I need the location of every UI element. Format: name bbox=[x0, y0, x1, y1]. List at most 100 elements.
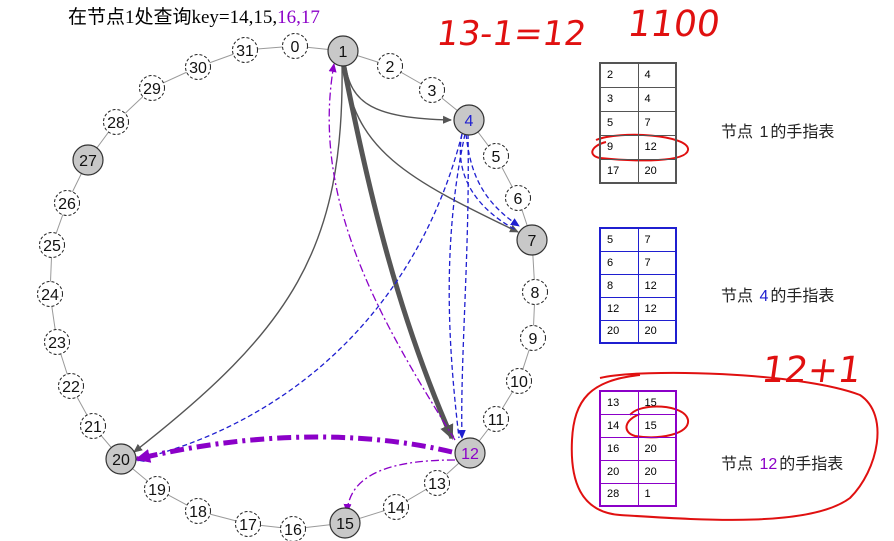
node-7: 7 bbox=[516, 224, 548, 256]
node-label: 9 bbox=[529, 331, 538, 348]
caption-num: 1 bbox=[759, 124, 769, 141]
ring-nodes: 0235689101113141617181921222324252628293… bbox=[37, 33, 548, 541]
node-circle bbox=[232, 37, 258, 63]
node-21: 21 bbox=[80, 413, 106, 439]
node-27: 27 bbox=[72, 144, 104, 176]
node-label: 25 bbox=[43, 238, 61, 255]
node4-fingers bbox=[135, 133, 520, 462]
node-2: 2 bbox=[377, 53, 403, 79]
node-circle bbox=[144, 476, 170, 502]
node-label: 2 bbox=[386, 59, 395, 76]
node-label: 30 bbox=[189, 60, 207, 77]
caption-suffix: 的手指表 bbox=[770, 288, 835, 305]
node-14: 14 bbox=[383, 494, 409, 520]
caption-node12: 节点 12 的手指表 bbox=[721, 450, 843, 474]
caption-num: 12 bbox=[759, 456, 778, 473]
node-20: 20 bbox=[105, 443, 137, 475]
finger-table-node4: 5 7 6 7 8 12 12 12 20 20 bbox=[599, 227, 677, 344]
node-31: 31 bbox=[232, 37, 258, 63]
node-circle bbox=[280, 516, 306, 541]
node1-fingers bbox=[133, 61, 519, 453]
node-1: 1 bbox=[327, 35, 359, 67]
node-18: 18 bbox=[185, 498, 211, 524]
node-23: 23 bbox=[44, 329, 70, 355]
node-circle bbox=[377, 53, 403, 79]
arrow-1-to-12 bbox=[340, 61, 455, 440]
finger-successor-cell: 12 bbox=[637, 273, 677, 298]
node-label: 1 bbox=[339, 44, 348, 61]
node-circle bbox=[72, 144, 104, 176]
finger-successor-cell: 12 bbox=[637, 296, 677, 321]
finger-start-cell: 6 bbox=[599, 250, 639, 275]
node-label: 28 bbox=[107, 115, 125, 132]
node-label: 3 bbox=[428, 83, 437, 100]
finger-successor-cell: 15 bbox=[637, 413, 677, 438]
node-26: 26 bbox=[54, 190, 80, 216]
node-label: 15 bbox=[336, 516, 354, 533]
node-circle bbox=[506, 368, 532, 394]
node-circle bbox=[522, 279, 548, 305]
page-title: 在节点1处查询key=14,15,16,17 bbox=[68, 2, 320, 29]
node-3: 3 bbox=[419, 77, 445, 103]
finger-start-cell: 12 bbox=[599, 296, 639, 321]
finger-start-cell: 9 bbox=[599, 134, 639, 160]
node-circle bbox=[419, 77, 445, 103]
node-label: 12 bbox=[461, 446, 479, 463]
handwriting-equation: 13-1=12 bbox=[434, 14, 589, 54]
node-label: 4 bbox=[465, 113, 474, 130]
table-row: 12 12 bbox=[599, 296, 677, 321]
table-row: 16 20 bbox=[599, 436, 677, 461]
node-circle bbox=[383, 494, 409, 520]
caption-suffix: 的手指表 bbox=[770, 124, 835, 141]
node-17: 17 bbox=[235, 511, 261, 537]
node-label: 18 bbox=[189, 504, 207, 521]
caption-node1: 节点 1 的手指表 bbox=[721, 118, 834, 142]
arrow-1-to-20 bbox=[133, 61, 343, 453]
node-30: 30 bbox=[185, 54, 211, 80]
node-circle bbox=[185, 498, 211, 524]
node-circle bbox=[516, 224, 548, 256]
node-label: 5 bbox=[492, 149, 501, 166]
node-label: 10 bbox=[510, 374, 528, 391]
finger-start-cell: 14 bbox=[599, 413, 639, 438]
node-circle bbox=[58, 373, 84, 399]
node-label: 13 bbox=[428, 476, 446, 493]
finger-start-cell: 16 bbox=[599, 436, 639, 461]
finger-successor-cell: 7 bbox=[637, 110, 677, 136]
node-circle bbox=[105, 443, 137, 475]
node-circle bbox=[44, 329, 70, 355]
red-loop-table12 bbox=[570, 371, 879, 521]
finger-successor-cell: 1 bbox=[637, 482, 677, 507]
node-0: 0 bbox=[282, 33, 308, 59]
finger-successor-cell: 4 bbox=[637, 62, 677, 88]
table-row: 9 12 bbox=[599, 134, 677, 160]
node-circle bbox=[185, 54, 211, 80]
node-circle bbox=[80, 413, 106, 439]
node-circle bbox=[483, 406, 509, 432]
finger-successor-cell: 20 bbox=[637, 319, 677, 344]
node-circle bbox=[483, 143, 509, 169]
node-circle bbox=[103, 109, 129, 135]
node-8: 8 bbox=[522, 279, 548, 305]
node-4: 4 bbox=[453, 104, 485, 136]
node-15: 15 bbox=[329, 507, 361, 539]
finger-successor-cell: 20 bbox=[637, 158, 677, 184]
finger-start-cell: 8 bbox=[599, 273, 639, 298]
node-circle bbox=[327, 35, 359, 67]
node-label: 16 bbox=[284, 522, 302, 539]
node-circle bbox=[520, 325, 546, 351]
finger-successor-cell: 12 bbox=[637, 134, 677, 160]
finger-successor-cell: 7 bbox=[637, 227, 677, 252]
caption-num: 4 bbox=[759, 288, 769, 305]
arrow-4-to-7b bbox=[459, 133, 517, 231]
caption-prefix: 节点 bbox=[721, 124, 758, 141]
node-label: 11 bbox=[488, 412, 505, 429]
table-row: 13 15 bbox=[599, 390, 677, 415]
finger-start-cell: 5 bbox=[599, 227, 639, 252]
table-row: 20 20 bbox=[599, 319, 677, 344]
arrow-4-to-12b bbox=[448, 133, 466, 439]
